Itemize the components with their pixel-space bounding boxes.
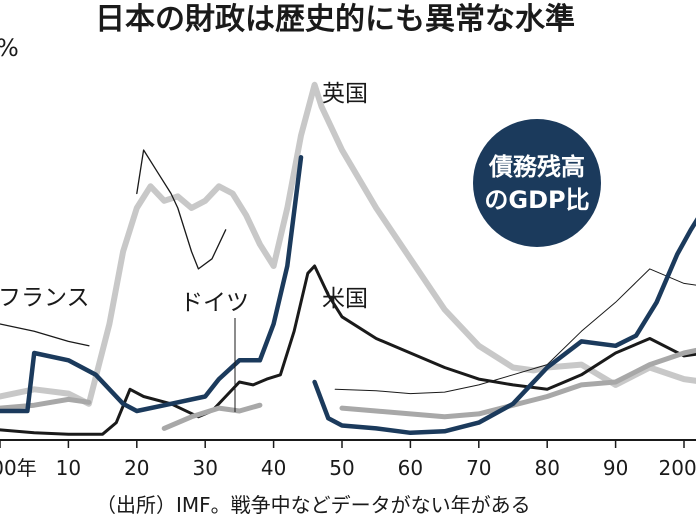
badge-line-2: のGDP比 <box>484 186 589 214</box>
x-tick-label-7: 70 <box>466 456 491 480</box>
series-line-uk-0 <box>0 81 696 407</box>
series-line-germany-0 <box>0 396 92 411</box>
series-label-uk: 英国 <box>322 81 368 107</box>
x-tick-label-5: 50 <box>329 456 354 480</box>
y-unit-label: % <box>0 34 19 62</box>
series-line-japan-1 <box>312 217 696 436</box>
x-axis-ticks: 00年 10 20 30 40 50 60 70 80 90 2000 <box>0 440 696 480</box>
series-line-france-1 <box>136 149 227 270</box>
chart-title: 日本の財政は歴史的にも異常な水準 <box>95 2 575 37</box>
x-tick-label-1: 10 <box>56 456 81 480</box>
x-tick-label-2: 20 <box>124 456 149 480</box>
x-tick-label-3: 30 <box>192 456 217 480</box>
x-tick-label-8: 80 <box>534 456 559 480</box>
badge-line-1: 債務残高 <box>488 153 585 181</box>
series-line-japan-0 <box>0 155 304 414</box>
x-tick-label-10: 2000 <box>659 456 696 480</box>
x-tick-label-6: 60 <box>398 456 423 480</box>
source-note: （出所）IMF。戦争中などデータがない年がある <box>96 493 531 517</box>
series-label-france: フランス <box>0 285 90 311</box>
badge-circle <box>473 119 601 247</box>
x-tick-label-4: 40 <box>261 456 286 480</box>
x-tick-label-9: 90 <box>603 456 628 480</box>
series-line-france-0 <box>0 323 90 347</box>
series-line-us-0 <box>0 264 696 436</box>
series-label-germany: ドイツ <box>180 290 249 316</box>
series-layer <box>0 81 696 436</box>
series-label-us: 米国 <box>322 286 368 312</box>
x-tick-label-0: 00年 <box>0 456 37 480</box>
debt-ratio-badge: 債務残高 のGDP比 <box>473 119 601 247</box>
series-line-germany-1 <box>161 402 263 431</box>
series-line-germany-2 <box>339 347 696 420</box>
series-line-italy-0 <box>334 268 696 395</box>
